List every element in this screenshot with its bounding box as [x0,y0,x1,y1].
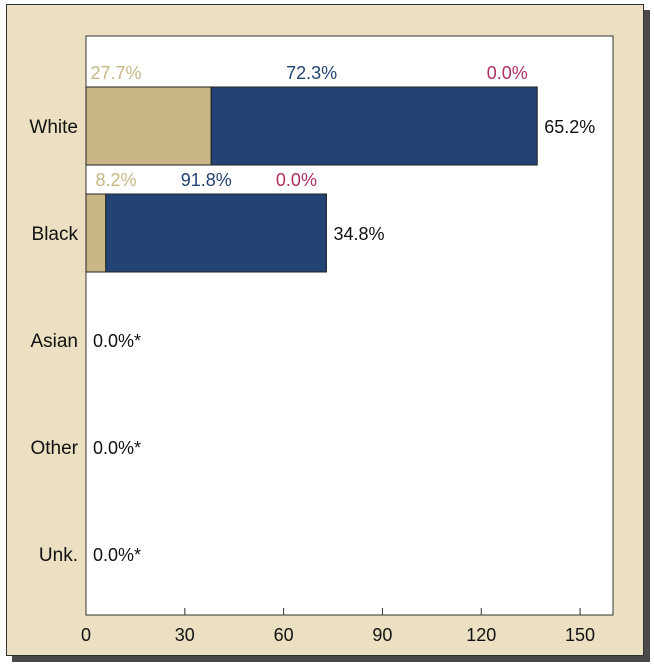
segment-label: 0.0% [487,63,528,83]
bar-segment [85,86,212,166]
segment-label: 8.2% [95,170,136,190]
x-tick-label: 90 [372,625,392,645]
x-tick-label: 120 [466,625,496,645]
category-label: White [29,117,78,138]
category-label: Other [30,438,78,459]
segment-label: 0.0% [276,170,317,190]
segment-label: 72.3% [286,63,337,83]
bar-segment [85,193,107,273]
bar-segment [210,86,538,166]
total-label: 0.0%* [93,545,141,565]
total-label: 0.0%* [93,331,141,351]
segment-label: 27.7% [90,63,141,83]
total-label: 34.8% [333,224,384,244]
x-tick-label: 30 [175,625,195,645]
category-label: Black [32,224,79,245]
total-label: 65.2% [544,117,595,137]
bar-segment [105,193,327,273]
segment-label: 91.8% [181,170,232,190]
category-label: Unk. [39,545,78,566]
category-label: Asian [30,331,78,352]
x-tick-label: 60 [274,625,294,645]
x-tick-label: 150 [565,625,595,645]
total-label: 0.0%* [93,438,141,458]
x-tick-label: 0 [81,625,91,645]
